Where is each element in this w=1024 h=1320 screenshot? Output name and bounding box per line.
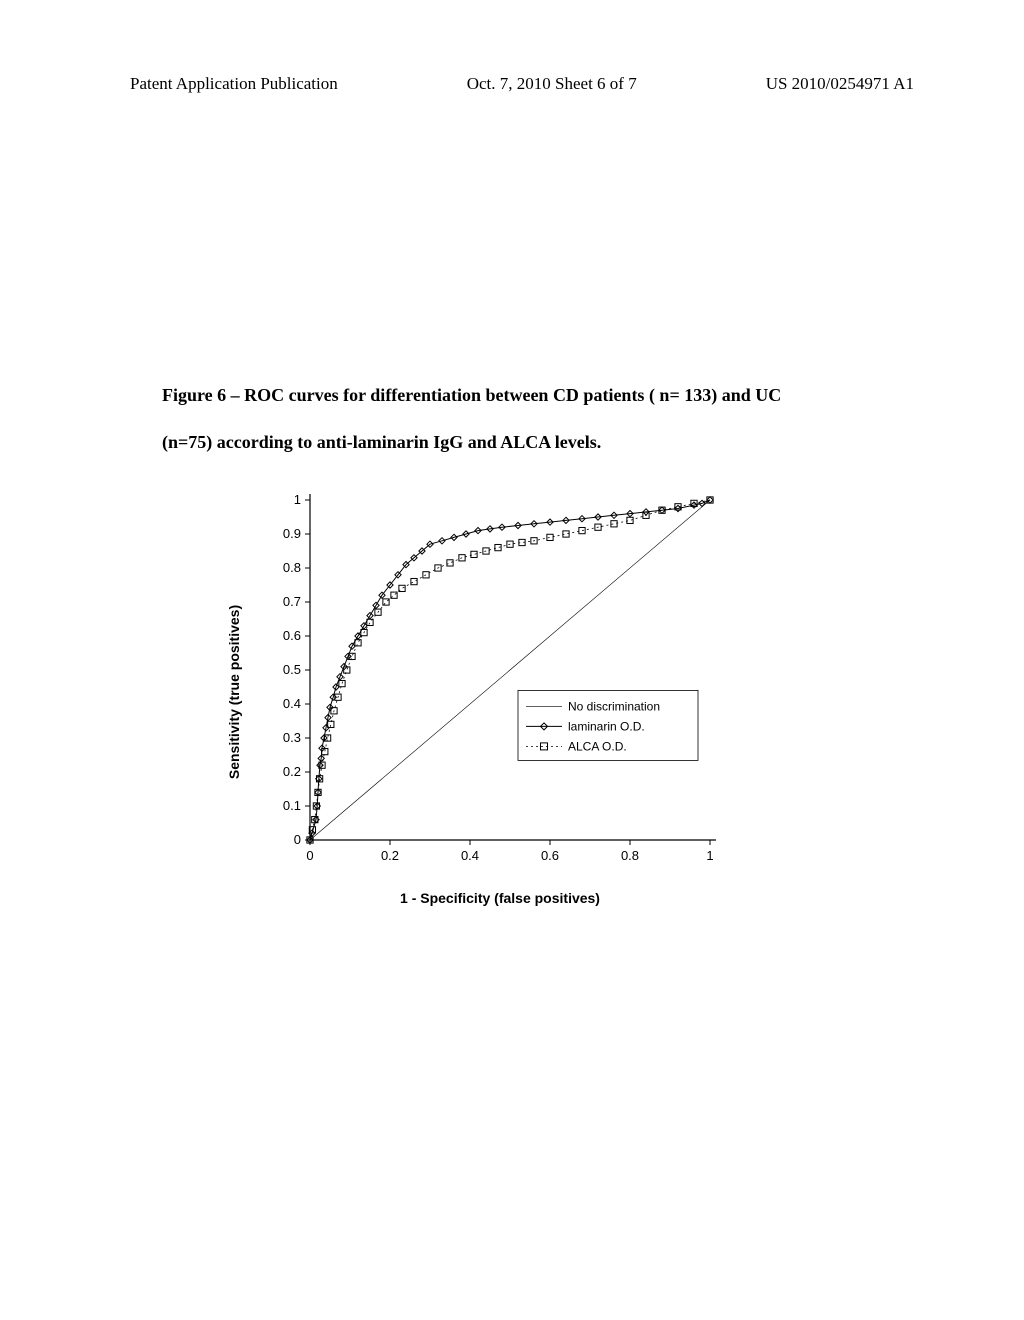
svg-text:0.4: 0.4 <box>461 848 479 863</box>
svg-text:laminarin O.D.: laminarin O.D. <box>568 719 645 733</box>
svg-text:1: 1 <box>706 848 713 863</box>
svg-text:0.9: 0.9 <box>283 526 301 541</box>
svg-text:0.4: 0.4 <box>283 696 301 711</box>
svg-text:0.3: 0.3 <box>283 730 301 745</box>
chart-svg: 0 0.1 0.2 0.3 0.4 0.5 0.6 0.7 0.8 0.9 1 0 0.2 0.4 0.6 0… <box>240 482 760 902</box>
svg-text:0.8: 0.8 <box>621 848 639 863</box>
svg-text:ALCA O.D.: ALCA O.D. <box>568 739 627 753</box>
svg-text:0.8: 0.8 <box>283 560 301 575</box>
svg-text:0.6: 0.6 <box>283 628 301 643</box>
svg-text:0: 0 <box>306 848 313 863</box>
svg-text:No discrimination: No discrimination <box>568 699 660 713</box>
header-left: Patent Application Publication <box>130 74 338 94</box>
svg-text:0.2: 0.2 <box>283 764 301 779</box>
svg-text:1: 1 <box>294 492 301 507</box>
svg-text:0: 0 <box>294 832 301 847</box>
header-right: US 2010/0254971 A1 <box>766 74 914 94</box>
page-header: Patent Application Publication Oct. 7, 2… <box>0 74 1024 94</box>
x-axis-title: 1 - Specificity (false positives) <box>400 890 600 906</box>
header-center: Oct. 7, 2010 Sheet 6 of 7 <box>467 74 637 94</box>
svg-text:0.7: 0.7 <box>283 594 301 609</box>
y-axis-title: Sensitivity (true positives) <box>226 605 242 779</box>
caption-line1: Figure 6 – ROC curves for differentiatio… <box>162 385 781 405</box>
roc-chart: Sensitivity (true positives) 00.10.20.30… <box>240 482 760 902</box>
svg-text:0.2: 0.2 <box>381 848 399 863</box>
svg-text:0.1: 0.1 <box>283 798 301 813</box>
svg-text:0.5: 0.5 <box>283 662 301 677</box>
caption-line2: (n=75) according to anti-laminarin IgG a… <box>162 432 601 452</box>
svg-text:0.6: 0.6 <box>541 848 559 863</box>
figure-caption: Figure 6 – ROC curves for differentiatio… <box>162 372 894 466</box>
